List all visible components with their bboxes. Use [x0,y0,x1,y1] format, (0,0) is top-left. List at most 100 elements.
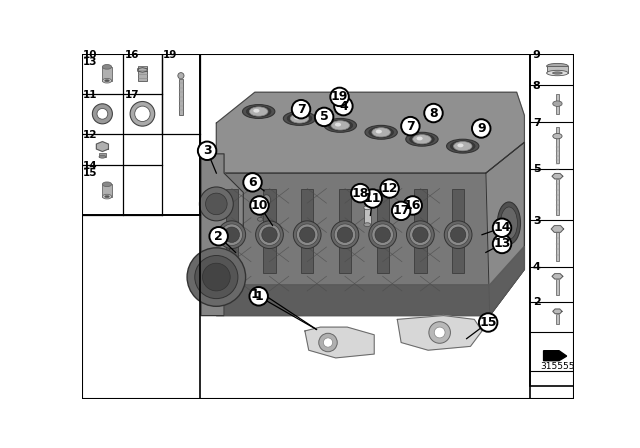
Bar [376,189,389,273]
Bar [556,127,559,164]
Ellipse shape [376,129,382,134]
Bar [179,79,183,115]
Text: 2: 2 [533,297,541,307]
Ellipse shape [547,70,568,76]
Ellipse shape [328,120,353,131]
Polygon shape [201,154,243,315]
Bar [102,184,111,197]
Polygon shape [486,142,524,315]
Circle shape [250,287,268,306]
Circle shape [351,184,369,202]
Text: 10: 10 [251,199,268,212]
Text: 11: 11 [364,192,381,205]
Ellipse shape [553,101,562,106]
Circle shape [178,73,184,79]
Text: 9: 9 [533,50,541,60]
Text: 17: 17 [125,90,140,99]
Text: 8: 8 [429,107,438,120]
Text: 5: 5 [533,164,540,174]
Circle shape [130,102,155,126]
Ellipse shape [410,224,431,246]
Ellipse shape [337,227,353,242]
Bar [556,314,559,324]
Text: 7: 7 [533,118,541,128]
Bar [339,189,351,273]
Text: 16: 16 [125,50,140,60]
Ellipse shape [553,134,562,139]
Circle shape [364,189,382,208]
Circle shape [472,119,490,138]
Polygon shape [216,142,524,315]
Ellipse shape [102,78,111,83]
Ellipse shape [500,207,517,239]
Ellipse shape [410,134,435,145]
Polygon shape [552,173,563,179]
Text: 13: 13 [83,56,98,67]
Ellipse shape [417,137,422,140]
Circle shape [243,173,262,192]
Ellipse shape [105,195,109,198]
Ellipse shape [331,221,359,249]
Ellipse shape [257,217,263,221]
Bar [556,232,559,261]
Ellipse shape [294,116,300,120]
Ellipse shape [224,227,239,242]
Ellipse shape [372,224,394,246]
Circle shape [493,219,511,237]
Ellipse shape [246,106,271,117]
Ellipse shape [447,139,479,153]
Text: 14: 14 [493,221,511,234]
Ellipse shape [375,227,390,242]
Text: 7: 7 [406,120,415,133]
Ellipse shape [300,227,315,242]
Circle shape [334,97,353,116]
Ellipse shape [99,155,106,158]
Circle shape [330,88,349,106]
Ellipse shape [284,112,316,125]
Text: 10: 10 [83,50,98,60]
Text: 15: 15 [83,168,98,178]
Ellipse shape [447,224,469,246]
Ellipse shape [296,224,318,246]
Bar [263,189,276,273]
Text: 19: 19 [163,50,177,60]
Polygon shape [397,315,482,350]
Polygon shape [305,327,374,358]
Circle shape [195,255,238,299]
Text: 15: 15 [479,316,497,329]
Ellipse shape [221,224,243,246]
Circle shape [319,333,337,352]
Polygon shape [552,274,563,279]
Circle shape [97,108,108,119]
Circle shape [479,313,497,332]
Ellipse shape [331,121,349,130]
Text: 16: 16 [404,199,421,212]
Circle shape [435,327,445,338]
Text: 12: 12 [83,129,98,140]
Circle shape [209,227,228,246]
Ellipse shape [444,221,472,249]
Ellipse shape [262,227,277,242]
Ellipse shape [262,195,271,206]
Ellipse shape [454,142,472,151]
Circle shape [135,106,150,121]
Bar [225,189,238,273]
Polygon shape [553,309,562,314]
Ellipse shape [365,125,397,139]
Bar [301,189,314,273]
Ellipse shape [335,123,341,126]
Text: 1: 1 [250,288,259,301]
Circle shape [292,100,310,118]
Text: 13: 13 [493,237,511,250]
Circle shape [187,248,246,306]
Text: 2: 2 [214,230,223,243]
Text: 18: 18 [351,187,369,200]
Text: 12: 12 [381,182,398,195]
Ellipse shape [413,134,431,144]
Text: 19: 19 [331,90,348,103]
Ellipse shape [458,143,463,147]
Text: 7: 7 [297,103,305,116]
Polygon shape [216,246,524,315]
Ellipse shape [406,221,435,249]
Bar [547,66,568,73]
